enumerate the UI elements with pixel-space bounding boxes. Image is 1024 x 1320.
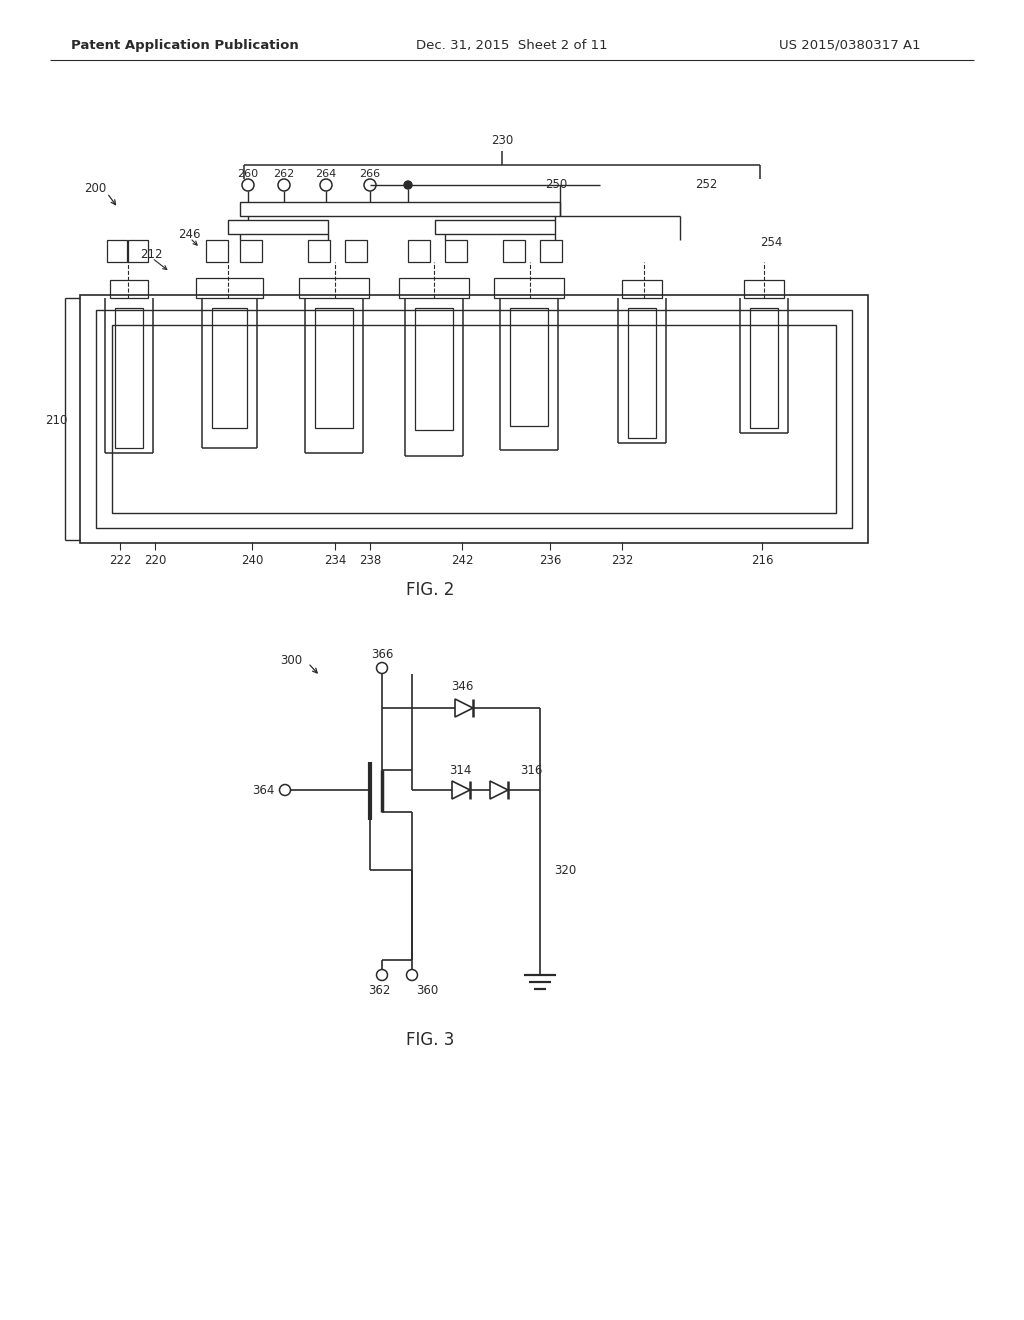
- Bar: [503, 240, 525, 261]
- Text: 320: 320: [554, 863, 577, 876]
- Text: 254: 254: [760, 235, 782, 248]
- Text: 362: 362: [368, 985, 390, 998]
- Text: 300: 300: [280, 653, 302, 667]
- Circle shape: [404, 181, 412, 189]
- Bar: [299, 279, 369, 298]
- Text: Dec. 31, 2015  Sheet 2 of 11: Dec. 31, 2015 Sheet 2 of 11: [416, 38, 608, 51]
- Bar: [744, 280, 784, 298]
- Text: 266: 266: [359, 169, 381, 180]
- Text: 260: 260: [238, 169, 259, 180]
- Bar: [115, 308, 143, 447]
- Bar: [240, 202, 560, 216]
- Bar: [510, 308, 548, 426]
- Bar: [96, 310, 852, 528]
- Bar: [628, 308, 656, 438]
- Text: 314: 314: [449, 763, 471, 776]
- Bar: [212, 308, 247, 428]
- Bar: [110, 280, 148, 298]
- Text: 234: 234: [324, 553, 346, 566]
- Bar: [80, 294, 868, 543]
- Text: US 2015/0380317 A1: US 2015/0380317 A1: [779, 38, 921, 51]
- Text: 346: 346: [451, 680, 473, 693]
- Bar: [494, 279, 564, 298]
- Bar: [240, 240, 262, 261]
- Text: 232: 232: [610, 553, 633, 566]
- Text: 252: 252: [695, 178, 718, 191]
- Bar: [435, 220, 555, 234]
- Text: Patent Application Publication: Patent Application Publication: [71, 38, 299, 51]
- Bar: [622, 280, 662, 298]
- Bar: [308, 240, 330, 261]
- Bar: [445, 240, 467, 261]
- Bar: [345, 240, 367, 261]
- Text: 360: 360: [416, 985, 438, 998]
- Text: 222: 222: [109, 553, 131, 566]
- Text: 366: 366: [371, 648, 393, 660]
- Bar: [408, 240, 430, 261]
- Text: 200: 200: [84, 181, 106, 194]
- Text: 316: 316: [520, 763, 543, 776]
- Text: 220: 220: [143, 553, 166, 566]
- Bar: [399, 279, 469, 298]
- Bar: [106, 240, 127, 261]
- Bar: [112, 325, 836, 513]
- Text: FIG. 3: FIG. 3: [406, 1031, 455, 1049]
- Bar: [750, 308, 778, 428]
- Text: 242: 242: [451, 553, 473, 566]
- Text: FIG. 2: FIG. 2: [406, 581, 455, 599]
- Text: 212: 212: [140, 248, 163, 261]
- Text: 236: 236: [539, 553, 561, 566]
- Bar: [228, 220, 328, 234]
- Text: 250: 250: [545, 178, 567, 191]
- Text: 246: 246: [178, 228, 201, 242]
- Text: 364: 364: [252, 784, 274, 796]
- Bar: [128, 240, 148, 261]
- Text: 210: 210: [45, 413, 68, 426]
- Text: 230: 230: [490, 135, 513, 148]
- Bar: [196, 279, 263, 298]
- Bar: [206, 240, 228, 261]
- Bar: [540, 240, 562, 261]
- Bar: [415, 308, 453, 430]
- Text: 262: 262: [273, 169, 295, 180]
- Text: 216: 216: [751, 553, 773, 566]
- Text: 240: 240: [241, 553, 263, 566]
- Text: 264: 264: [315, 169, 337, 180]
- Text: 238: 238: [358, 553, 381, 566]
- Bar: [315, 308, 353, 428]
